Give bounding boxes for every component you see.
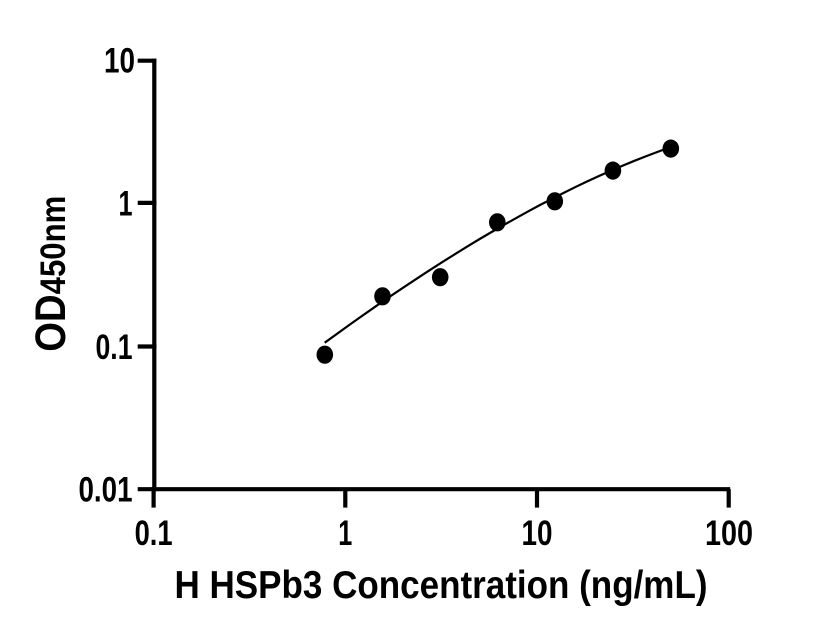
svg-text:100: 100 — [705, 514, 753, 553]
svg-text:10: 10 — [522, 514, 553, 553]
svg-text:0.01: 0.01 — [79, 471, 133, 510]
svg-text:10: 10 — [104, 41, 135, 80]
svg-text:0.1: 0.1 — [96, 328, 133, 367]
svg-text:1: 1 — [338, 514, 352, 553]
svg-text:1: 1 — [119, 185, 133, 224]
svg-text:0.1: 0.1 — [135, 514, 173, 553]
svg-text:OD450nm: OD450nm — [27, 196, 75, 352]
svg-text:H HSPb3 Concentration (ng/mL): H HSPb3 Concentration (ng/mL) — [175, 564, 708, 607]
